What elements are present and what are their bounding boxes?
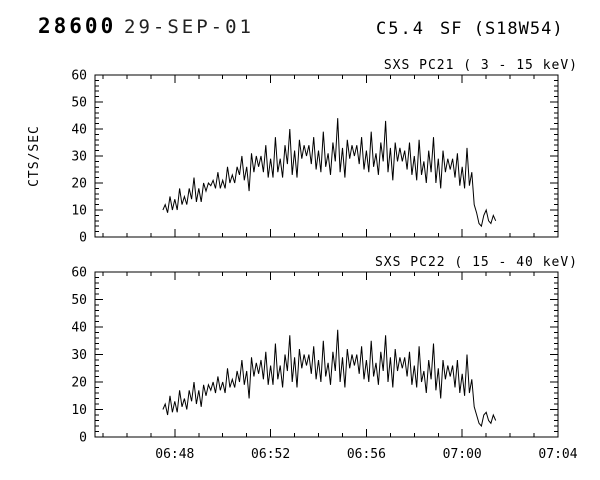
panel1-title: SXS PC21 ( 3 - 15 keV) (384, 58, 578, 73)
y-tick-label: 0 (79, 231, 87, 246)
y-tick-label: 30 (71, 150, 87, 165)
panel2-title: SXS PC22 ( 15 - 40 keV) (375, 255, 578, 270)
panel-1-plot: 0 10 20 30 40 50 60 (71, 69, 559, 246)
plot-frame (94, 74, 559, 238)
panel-2-plot: 0 10 20 30 40 50 60 06:48 06:52 06:56 07:00 07:04 (71, 266, 577, 463)
y-tick-label: 40 (71, 321, 87, 336)
y-tick-label: 40 (71, 123, 87, 138)
y-tick-label: 20 (71, 376, 87, 391)
y-tick-label: 60 (71, 266, 87, 281)
plot-frame (94, 271, 559, 438)
x-tick-label: 07:04 (538, 447, 577, 462)
x-tick-label: 06:52 (251, 447, 290, 462)
x-tick-label: 06:56 (347, 447, 386, 462)
y-tick-label: 30 (71, 348, 87, 363)
event-date: 29-SEP-01 (124, 16, 254, 38)
series-line (162, 118, 497, 228)
y-tick-label: 10 (71, 403, 87, 418)
flare-info: SF (S18W54) (440, 19, 564, 39)
series-line (162, 329, 497, 428)
x-tick-label: 06:48 (155, 447, 194, 462)
y-tick-label: 20 (71, 177, 87, 192)
x-tick-label: 07:00 (443, 447, 482, 462)
y-tick-label: 50 (71, 96, 87, 111)
goes-class: C5.4 (376, 19, 425, 39)
y-tick-label: 60 (71, 69, 87, 84)
y-tick-label: 10 (71, 204, 87, 219)
event-number: 28600 (38, 14, 117, 38)
y-axis-label: CTS/SEC (27, 125, 42, 187)
y-tick-label: 0 (79, 431, 87, 446)
y-tick-label: 50 (71, 293, 87, 308)
